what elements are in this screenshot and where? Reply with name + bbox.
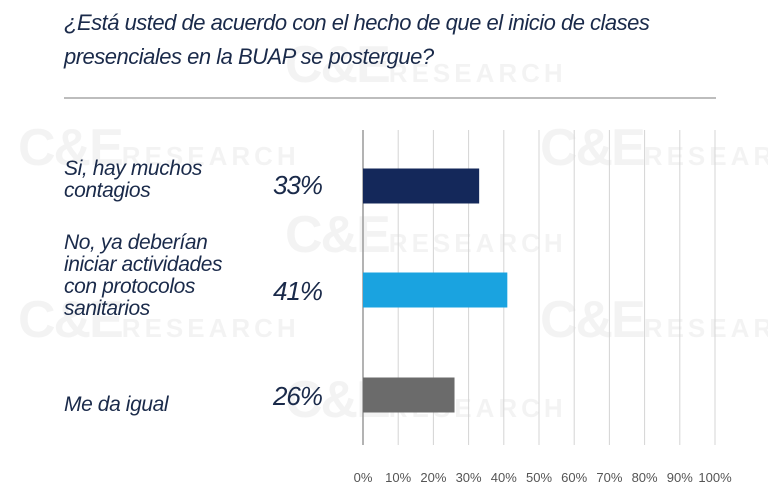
category-label: Me da igual [64,393,169,416]
bar [363,168,480,204]
x-tick-label: 30% [456,470,482,485]
bar [363,272,508,308]
x-tick-label: 10% [385,470,411,485]
x-tick-label: 20% [420,470,446,485]
x-tick-label: 100% [698,470,732,485]
value-label: 41% [272,276,323,306]
value-label: 26% [272,381,323,411]
chart-title: ¿Está usted de acuerdo con el hecho de q… [64,10,650,69]
x-tick-label: 40% [491,470,517,485]
value-label: 33% [272,170,323,200]
x-tick-label: 50% [526,470,552,485]
bar [363,377,455,413]
category-label: Si, hay muchos contagios [64,157,202,202]
x-tick-label: 70% [596,470,622,485]
x-tick-label: 0% [354,470,373,485]
x-tick-label: 80% [632,470,658,485]
x-tick-label: 90% [667,470,693,485]
x-tick-label: 60% [561,470,587,485]
category-label: No, ya deberían iniciar actividades con … [64,231,223,320]
title-divider [64,97,716,99]
